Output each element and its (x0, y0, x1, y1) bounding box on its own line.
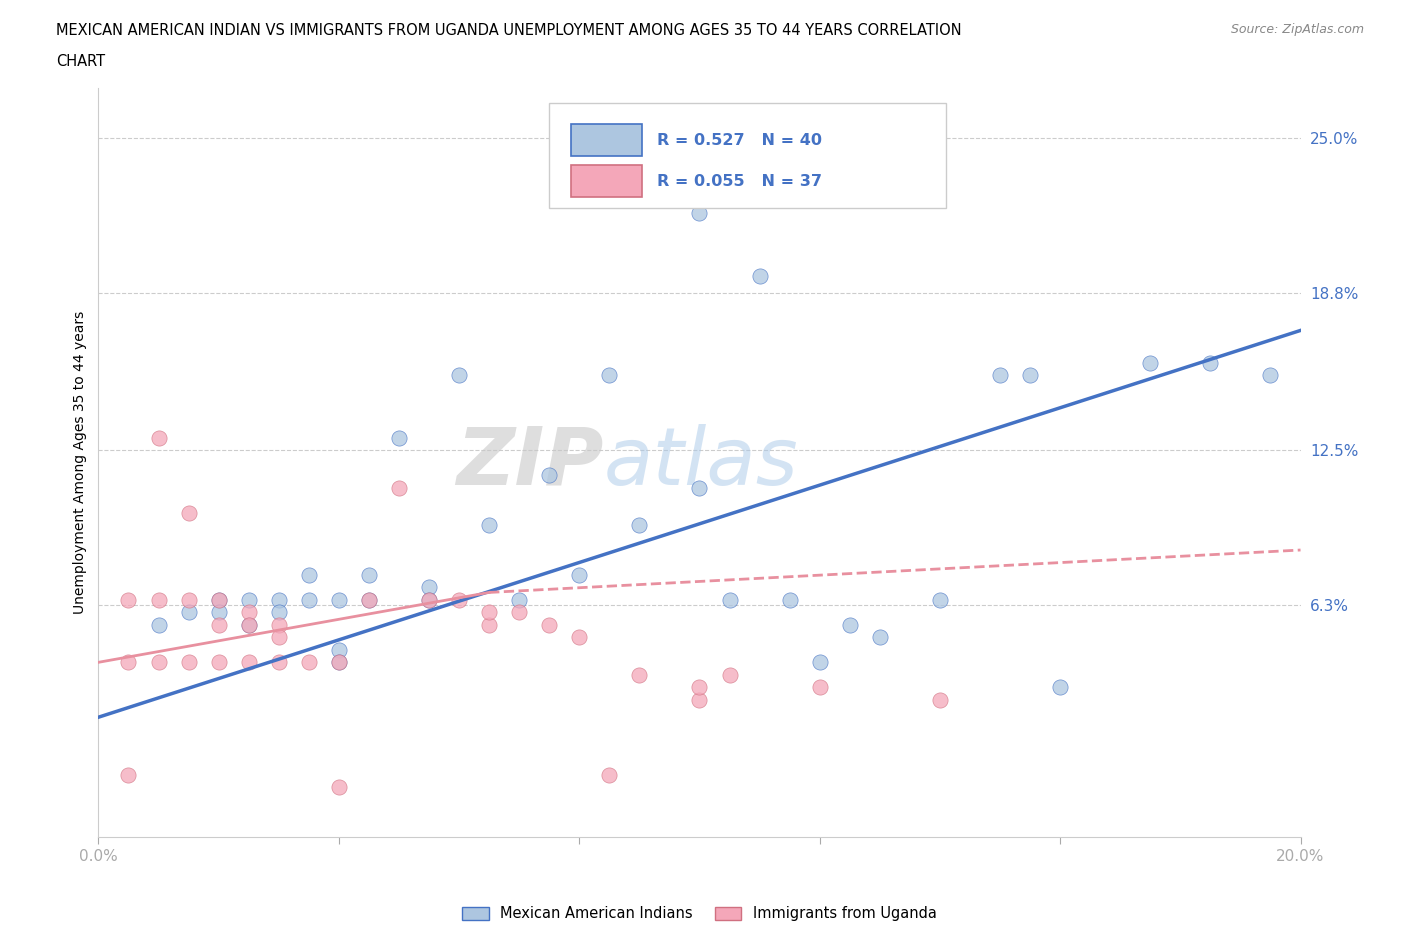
Point (238, 618, 260, 632)
Point (357, 567, 380, 582)
Point (148, 655, 170, 670)
FancyBboxPatch shape (571, 166, 641, 197)
Point (388, 431, 411, 445)
Point (418, 592, 440, 607)
Text: CHART: CHART (56, 54, 105, 69)
Text: atlas: atlas (603, 424, 799, 501)
Point (538, 468, 561, 483)
Point (838, 618, 860, 632)
Point (298, 655, 321, 670)
Point (267, 592, 290, 607)
Point (538, 618, 561, 632)
Point (478, 605, 501, 620)
Point (238, 605, 260, 620)
Point (779, 592, 801, 607)
Point (988, 368, 1011, 383)
Text: MEXICAN AMERICAN INDIAN VS IMMIGRANTS FROM UGANDA UNEMPLOYMENT AMONG AGES 35 TO : MEXICAN AMERICAN INDIAN VS IMMIGRANTS FR… (56, 23, 962, 38)
Point (628, 668, 651, 683)
Point (718, 668, 741, 683)
Point (148, 431, 170, 445)
Point (328, 655, 350, 670)
Point (478, 618, 501, 632)
Point (808, 655, 831, 670)
Point (808, 680, 831, 695)
Point (267, 618, 290, 632)
Point (328, 592, 350, 607)
Point (598, 767, 620, 782)
Point (328, 655, 350, 670)
Point (418, 592, 440, 607)
Point (177, 592, 200, 607)
Legend: Mexican American Indians, Immigrants from Uganda: Mexican American Indians, Immigrants fro… (457, 900, 942, 927)
Point (267, 605, 290, 620)
Point (208, 605, 231, 620)
Point (298, 567, 321, 582)
Point (117, 767, 139, 782)
Point (1139, 355, 1161, 370)
Point (177, 505, 200, 520)
Point (267, 630, 290, 644)
Point (447, 368, 470, 383)
Point (238, 592, 260, 607)
Point (688, 480, 710, 495)
Point (628, 518, 651, 533)
Point (208, 655, 231, 670)
FancyBboxPatch shape (571, 125, 641, 155)
Point (568, 630, 591, 644)
Point (267, 655, 290, 670)
Point (238, 655, 260, 670)
Point (238, 618, 260, 632)
Text: R = 0.055   N = 37: R = 0.055 N = 37 (658, 174, 823, 189)
Point (148, 618, 170, 632)
Y-axis label: Unemployment Among Ages 35 to 44 years: Unemployment Among Ages 35 to 44 years (73, 311, 87, 615)
Point (208, 592, 231, 607)
Point (929, 692, 952, 707)
Point (688, 692, 710, 707)
Point (177, 605, 200, 620)
Point (598, 368, 620, 383)
Point (357, 592, 380, 607)
Point (508, 605, 530, 620)
Point (688, 206, 710, 220)
Point (568, 567, 591, 582)
Point (508, 592, 530, 607)
Point (1019, 368, 1042, 383)
Point (688, 680, 710, 695)
Point (1260, 368, 1282, 383)
Point (328, 643, 350, 658)
Point (117, 655, 139, 670)
Point (1049, 680, 1071, 695)
Point (869, 630, 891, 644)
Point (357, 592, 380, 607)
Point (208, 592, 231, 607)
Point (478, 518, 501, 533)
FancyBboxPatch shape (550, 103, 946, 208)
Point (718, 592, 741, 607)
Point (328, 779, 350, 794)
Point (298, 592, 321, 607)
Point (117, 592, 139, 607)
Text: ZIP: ZIP (456, 424, 603, 501)
Point (418, 580, 440, 595)
Text: Source: ZipAtlas.com: Source: ZipAtlas.com (1230, 23, 1364, 36)
Point (208, 618, 231, 632)
Point (929, 592, 952, 607)
Point (748, 268, 770, 283)
Point (148, 592, 170, 607)
Point (1199, 355, 1222, 370)
Point (388, 480, 411, 495)
Text: R = 0.527   N = 40: R = 0.527 N = 40 (658, 132, 823, 148)
Point (447, 592, 470, 607)
Point (177, 655, 200, 670)
